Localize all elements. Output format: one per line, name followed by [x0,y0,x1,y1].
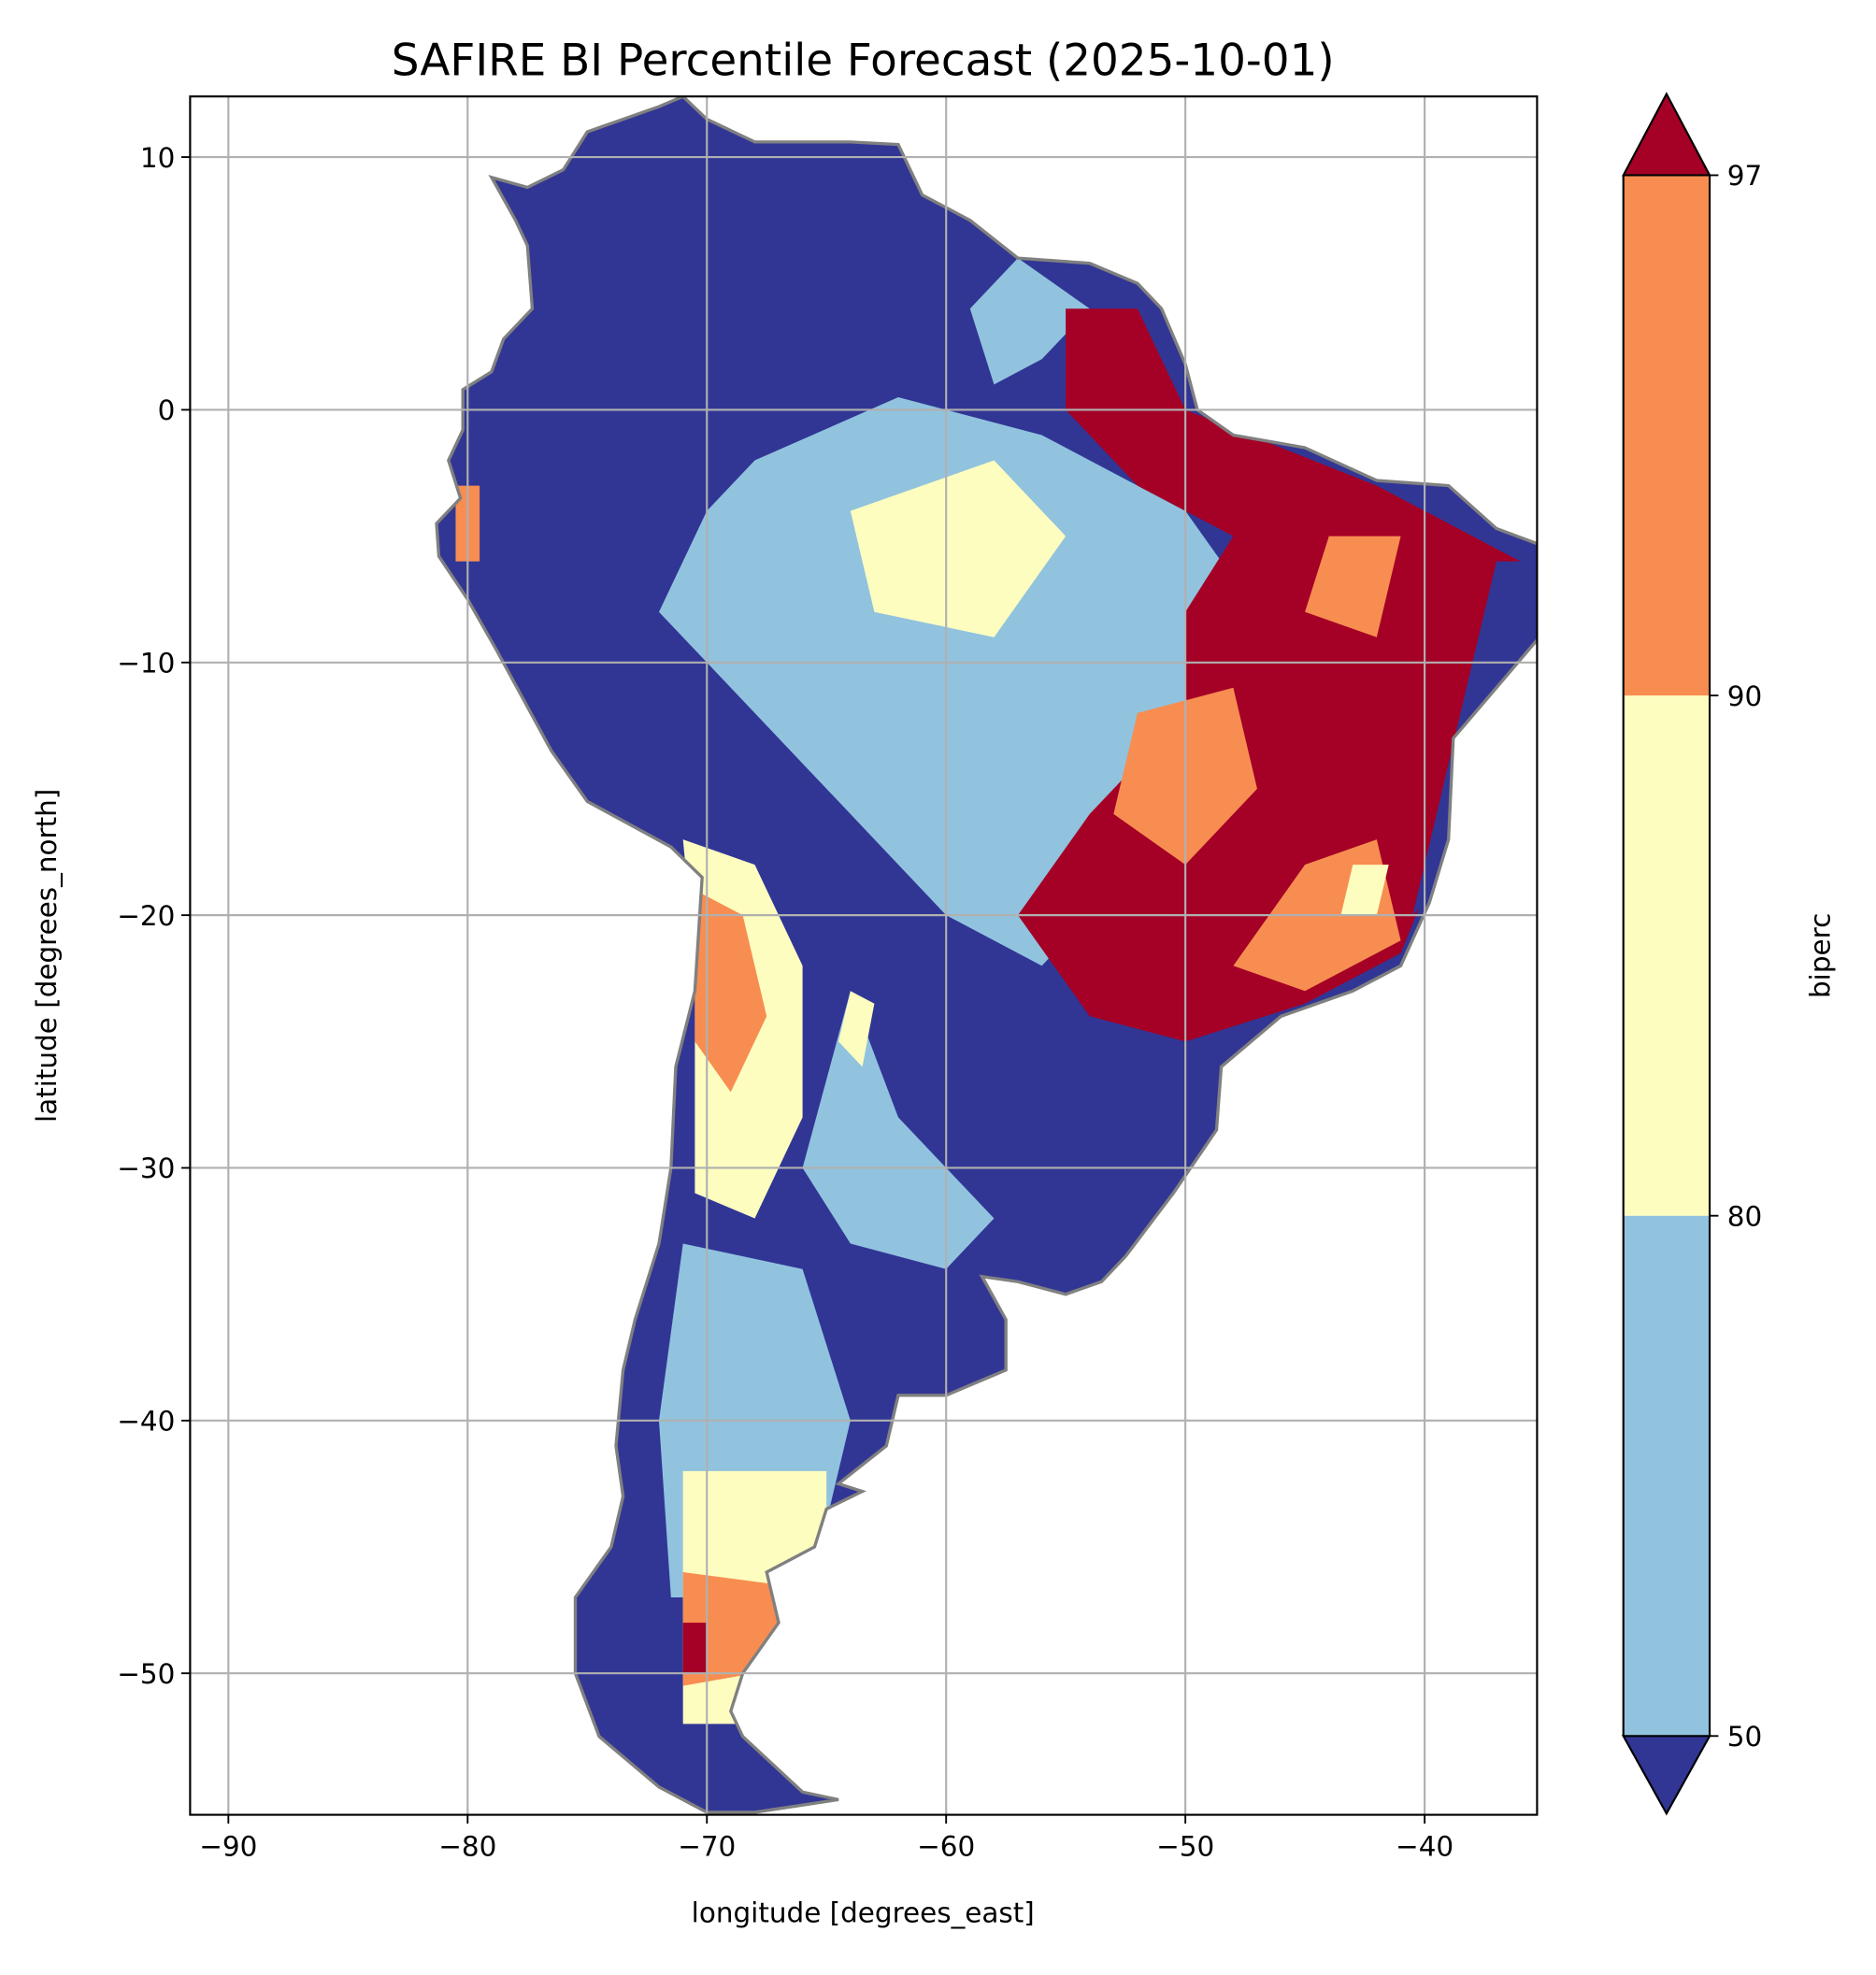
x-tick-label: −40 [1396,1831,1454,1863]
colorbar-segment-90-97 [1623,175,1711,696]
x-tick-label: −50 [1156,1831,1214,1863]
y-tick-label: 10 [140,142,175,174]
x-tick-label: −60 [917,1831,975,1863]
gridlines [190,96,1538,1815]
colorbar-tick-label: 90 [1727,680,1762,712]
region-50-80 [969,258,1090,385]
y-axis-label: latitude [degrees_north] [31,789,63,1123]
colorbar-tick-label: 50 [1727,1721,1762,1753]
region-below-50 [1412,561,1538,916]
region-above-97 [1017,308,1521,1042]
region-80-90 [850,460,1067,637]
region-90-97 [695,890,767,1093]
y-tick-label: −20 [117,900,175,932]
colorbar-extend-max [1621,92,1711,177]
colorbar-frame [1622,175,1711,1737]
x-axis: −90 −80 −70 −60 −50 −40 [199,1814,1454,1863]
x-axis-label: longitude [degrees_east] [692,1897,1035,1929]
x-tick-label: −80 [438,1831,496,1863]
x-tick-label: −70 [678,1831,736,1863]
plot-frame [189,95,1539,1816]
colorbar: 50 80 90 97 [1621,92,1762,1816]
colorbar-tick-label: 97 [1727,160,1762,192]
colorbar-label: biperc [1804,913,1836,998]
colorbar-tick-label: 80 [1727,1200,1762,1232]
y-tick-label: −10 [117,647,175,679]
y-tick-label: −30 [117,1152,175,1184]
y-tick-label: 0 [158,394,176,426]
colorbar-extend-min [1621,1735,1711,1816]
colorbar-segment-80-90 [1623,695,1711,1216]
colorbar-segment-50-80 [1623,1215,1711,1737]
y-tick-label: −50 [117,1658,175,1690]
region-90-97 [1305,536,1401,637]
region-above-97 [682,1623,708,1674]
x-tick-label: −90 [199,1831,257,1863]
map-plot-area [190,96,1538,1815]
chart-title: SAFIRE BI Percentile Forecast (2025-10-0… [392,36,1335,86]
land-data-layer [436,96,1538,1812]
y-tick-label: −40 [117,1406,175,1438]
region-80-90 [1340,865,1389,916]
y-axis: 10 0 −10 −20 −30 −40 −50 [117,142,191,1690]
region-80-90 [838,991,875,1067]
